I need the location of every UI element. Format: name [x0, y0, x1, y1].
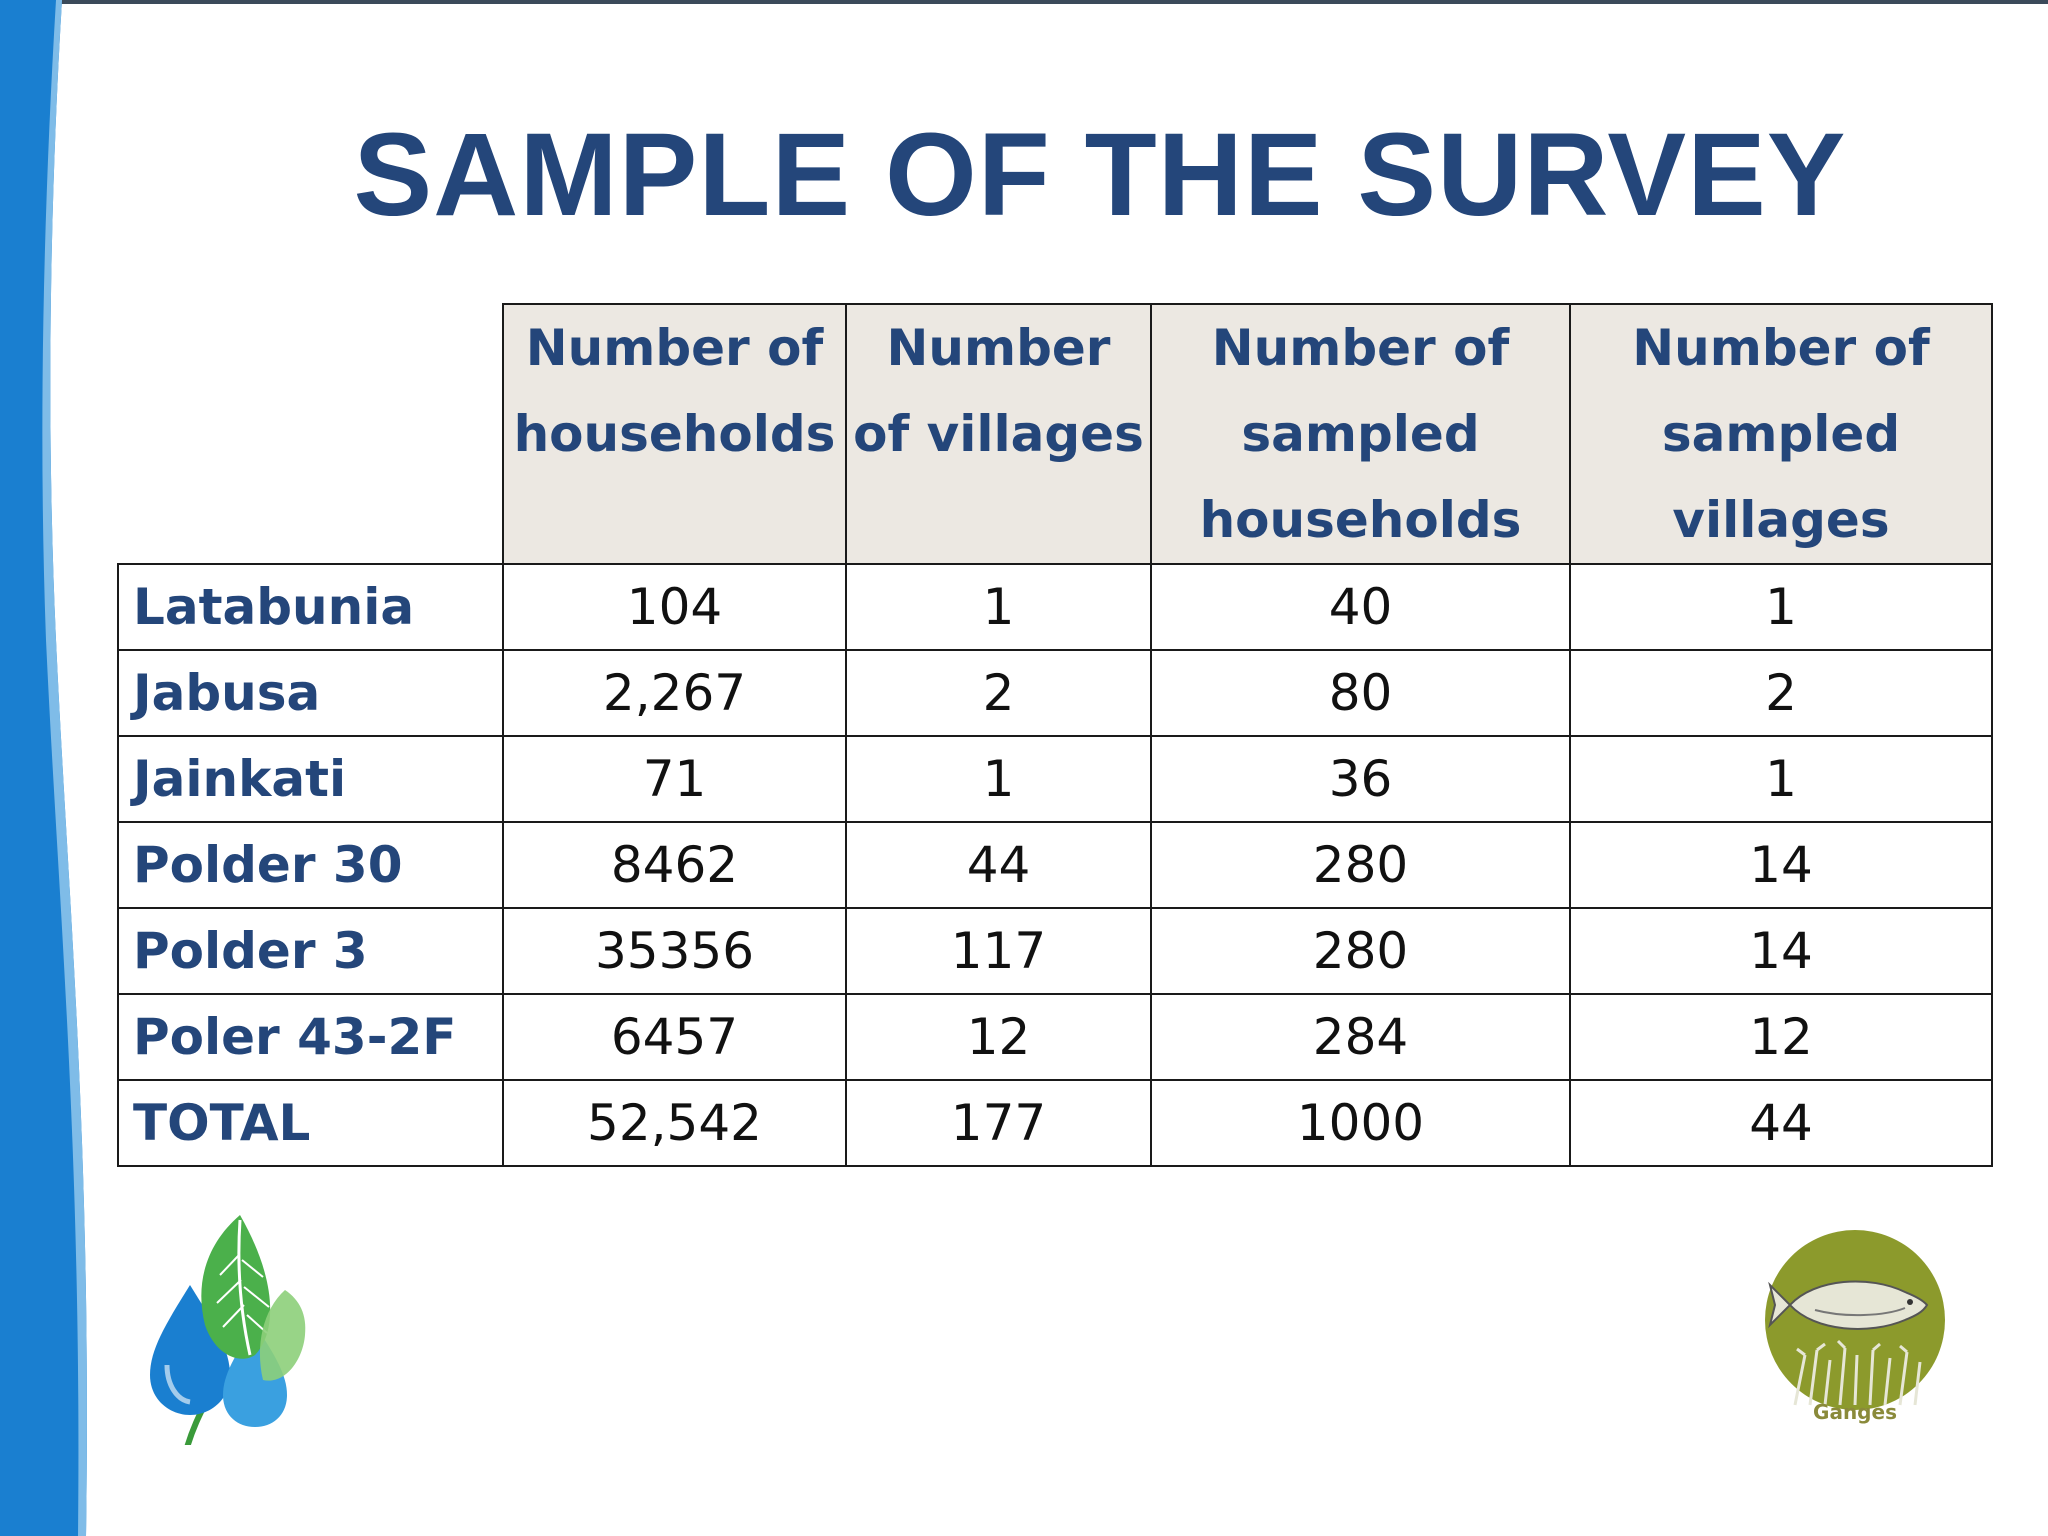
table-row: Latabunia 104 1 40 1 [117, 563, 1993, 651]
table-row: Jainkati 71 1 36 1 [117, 735, 1993, 823]
households-cell: 2,267 [502, 649, 847, 737]
villages-cell: 177 [845, 1079, 1152, 1167]
sampled-villages-cell: 12 [1569, 993, 1993, 1081]
sampled-villages-cell: 1 [1569, 563, 1993, 651]
sampled-households-cell: 80 [1150, 649, 1571, 737]
row-label: TOTAL [117, 1079, 504, 1167]
header-line: Number of [1211, 319, 1510, 377]
header-line: households [513, 405, 836, 463]
row-label: Latabunia [117, 563, 504, 651]
villages-cell: 1 [845, 563, 1152, 651]
column-header-sampled-villages: Number of sampled villages [1569, 303, 1993, 565]
top-border-line [0, 0, 2048, 4]
households-cell: 104 [502, 563, 847, 651]
header-line: Number [886, 319, 1111, 377]
table-row: Jabusa 2,267 2 80 2 [117, 649, 1993, 737]
row-label: Polder 3 [117, 907, 504, 995]
households-cell: 52,542 [502, 1079, 847, 1167]
water-drop-leaf-icon [150, 1215, 306, 1445]
column-header-sampled-households: Number of sampled households [1150, 303, 1571, 565]
header-line: sampled [1241, 405, 1480, 463]
sampled-villages-cell: 14 [1569, 821, 1993, 909]
header-line: sampled [1661, 405, 1901, 463]
slide-title: SAMPLE OF THE SURVEY [353, 109, 1847, 241]
sampled-villages-cell: 1 [1569, 735, 1993, 823]
sampled-households-cell: 1000 [1150, 1079, 1571, 1167]
sampled-villages-cell: 14 [1569, 907, 1993, 995]
sampled-households-cell: 36 [1150, 735, 1571, 823]
column-header-households: Number of households [502, 303, 847, 565]
column-header-villages: Number of villages [845, 303, 1152, 565]
villages-cell: 2 [845, 649, 1152, 737]
sampled-households-cell: 280 [1150, 821, 1571, 909]
sampled-villages-cell: 44 [1569, 1079, 1993, 1167]
sampled-households-cell: 284 [1150, 993, 1571, 1081]
fish-and-rice-icon [1765, 1230, 1945, 1410]
header-line: Number of [1632, 319, 1930, 377]
sampled-households-cell: 280 [1150, 907, 1571, 995]
table-row: Polder 30 8462 44 280 14 [117, 821, 1993, 909]
table-row: Poler 43-2F 6457 12 284 12 [117, 993, 1993, 1081]
table-corner-cell [118, 304, 503, 564]
sampled-households-cell: 40 [1150, 563, 1571, 651]
survey-sample-table: Number of households Number of villages … [117, 303, 1993, 1167]
villages-cell: 1 [845, 735, 1152, 823]
sampled-villages-cell: 2 [1569, 649, 1993, 737]
table-row-total: TOTAL 52,542 177 1000 44 [117, 1079, 1993, 1167]
row-label: Polder 30 [117, 821, 504, 909]
row-label: Jainkati [117, 735, 504, 823]
households-cell: 8462 [502, 821, 847, 909]
households-cell: 6457 [502, 993, 847, 1081]
households-cell: 35356 [502, 907, 847, 995]
header-line: villages [1672, 491, 1890, 549]
row-label: Jabusa [117, 649, 504, 737]
villages-cell: 44 [845, 821, 1152, 909]
header-line: households [1199, 491, 1522, 549]
villages-cell: 12 [845, 993, 1152, 1081]
table-row: Polder 3 35356 117 280 14 [117, 907, 1993, 995]
table-header-row: Number of households Number of villages … [118, 303, 1993, 565]
ganges-logo-label: Ganges [1813, 1400, 1897, 1424]
header-line: of villages [853, 405, 1144, 463]
households-cell: 71 [502, 735, 847, 823]
header-line: Number of [525, 319, 824, 377]
row-label: Poler 43-2F [117, 993, 504, 1081]
side-blue-band [0, 0, 87, 1536]
villages-cell: 117 [845, 907, 1152, 995]
